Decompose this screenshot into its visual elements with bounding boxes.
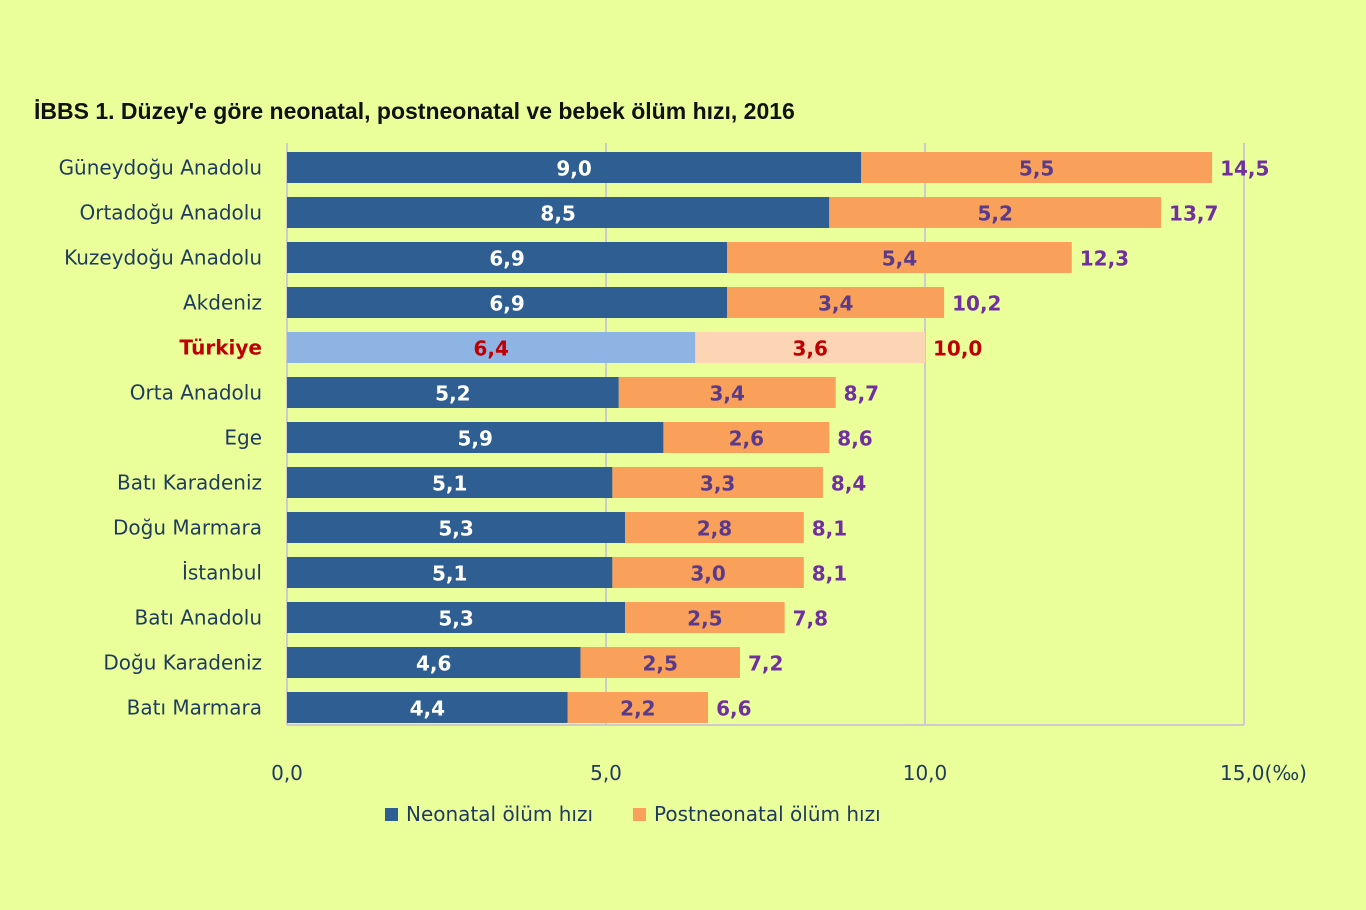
bar-postneonatal: [727, 242, 1072, 273]
bar-postneonatal: [612, 557, 804, 588]
bar-postneonatal: [625, 512, 804, 543]
legend-swatch-neonatal: [385, 807, 398, 821]
bar-neonatal: [287, 557, 613, 588]
x-tick-label: 0,0: [271, 761, 303, 785]
bar-label-postneonatal: 2,2: [620, 697, 655, 721]
legend-label-neonatal: Neonatal ölüm hızı: [406, 802, 594, 826]
bar-neonatal: [287, 647, 581, 678]
bar-total-label: 8,1: [812, 517, 847, 541]
bar-label-neonatal: 6,4: [473, 337, 508, 361]
bar-label-neonatal: 4,6: [416, 652, 451, 676]
bar-neonatal: [287, 377, 619, 408]
bar-postneonatal: [829, 197, 1162, 228]
bar-label-neonatal: 8,5: [540, 202, 575, 226]
category-label: Güneydoğu Anadolu: [59, 156, 262, 180]
bar-label-postneonatal: 2,5: [687, 607, 722, 631]
category-label: Batı Marmara: [127, 696, 262, 720]
bar-label-neonatal: 5,1: [432, 472, 467, 496]
bar-label-postneonatal: 5,2: [977, 202, 1012, 226]
category-label: Akdeniz: [183, 291, 262, 315]
bar-postneonatal: [580, 647, 740, 678]
bar-neonatal: [287, 332, 696, 363]
bar-label-postneonatal: 3,4: [818, 292, 853, 316]
bar-postneonatal: [567, 692, 709, 723]
bar-total-label: 6,6: [716, 697, 751, 721]
bar-label-postneonatal: 3,3: [700, 472, 735, 496]
bar-label-postneonatal: 2,6: [729, 427, 764, 451]
category-label: Ortadoğu Anadolu: [80, 201, 263, 225]
bar-neonatal: [287, 512, 626, 543]
category-label: İstanbul: [182, 561, 262, 585]
bar-postneonatal: [625, 602, 785, 633]
bar-label-neonatal: 5,3: [438, 517, 473, 541]
category-label: Doğu Karadeniz: [103, 651, 262, 675]
category-label: Kuzeydoğu Anadolu: [64, 246, 262, 270]
bar-neonatal: [287, 422, 664, 453]
legend-label-postneonatal: Postneonatal ölüm hızı: [654, 802, 881, 826]
bar-label-postneonatal: 3,4: [710, 382, 745, 406]
bar-neonatal: [287, 152, 862, 183]
category-label: Ege: [224, 426, 262, 450]
bar-label-neonatal: 5,3: [438, 607, 473, 631]
category-label: Türkiye: [179, 336, 262, 360]
bar-label-neonatal: 5,2: [435, 382, 470, 406]
bar-postneonatal: [612, 467, 823, 498]
bar-label-neonatal: 6,9: [489, 247, 524, 271]
bar-total-label: 13,7: [1169, 202, 1218, 226]
bar-neonatal: [287, 197, 830, 228]
bar-neonatal: [287, 602, 626, 633]
x-tick-label: 10,0: [903, 761, 948, 785]
bar-total-label: 8,1: [812, 562, 847, 586]
bar-total-label: 7,2: [748, 652, 783, 676]
bar-label-neonatal: 9,0: [556, 157, 591, 181]
legend-item-neonatal: Neonatal ölüm hızı: [385, 802, 593, 826]
chart-title: İBBS 1. Düzey'e göre neonatal, postneona…: [34, 98, 795, 124]
bar-total-label: 12,3: [1080, 247, 1129, 271]
bar-total-label: 10,0: [933, 337, 982, 361]
bar-label-postneonatal: 3,0: [690, 562, 725, 586]
category-label: Batı Anadolu: [134, 606, 262, 630]
bar-label-postneonatal: 3,6: [792, 337, 827, 361]
chart-legend: Neonatal ölüm hızı Postneonatal ölüm hız…: [385, 802, 881, 826]
bar-label-neonatal: 4,4: [410, 697, 445, 721]
bar-total-label: 10,2: [952, 292, 1001, 316]
bar-neonatal: [287, 692, 568, 723]
bar-neonatal: [287, 467, 613, 498]
bar-label-neonatal: 5,1: [432, 562, 467, 586]
bar-postneonatal: [618, 377, 836, 408]
legend-swatch-postneonatal: [633, 807, 647, 821]
bar-label-postneonatal: 2,5: [643, 652, 678, 676]
bar-total-label: 8,6: [837, 427, 872, 451]
bar-postneonatal: [727, 287, 945, 318]
bar-postneonatal: [663, 422, 830, 453]
bar-postneonatal: [861, 152, 1213, 183]
bar-total-label: 14,5: [1220, 157, 1269, 181]
bar-postneonatal: [695, 332, 925, 363]
bar-label-neonatal: 5,9: [457, 427, 492, 451]
legend-item-postneonatal: Postneonatal ölüm hızı: [633, 802, 881, 826]
x-tick-label: 5,0: [590, 761, 622, 785]
bar-total-label: 8,4: [831, 472, 866, 496]
category-label: Orta Anadolu: [130, 381, 262, 405]
bar-label-postneonatal: 5,5: [1019, 157, 1054, 181]
x-tick-label: 15,0(‰): [1220, 761, 1307, 785]
bar-total-label: 8,7: [844, 382, 879, 406]
bar-neonatal: [287, 287, 728, 318]
bar-neonatal: [287, 242, 728, 273]
bar-label-neonatal: 6,9: [489, 292, 524, 316]
category-label: Batı Karadeniz: [117, 471, 262, 495]
bar-label-postneonatal: 5,4: [882, 247, 917, 271]
bar-label-postneonatal: 2,8: [697, 517, 732, 541]
category-label: Doğu Marmara: [113, 516, 262, 540]
bar-total-label: 7,8: [793, 607, 828, 631]
